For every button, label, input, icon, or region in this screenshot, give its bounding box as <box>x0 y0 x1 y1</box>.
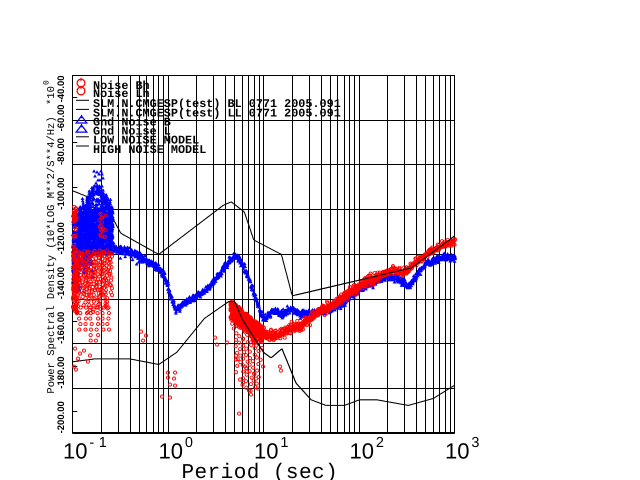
svg-text:Noise Bh: Noise Bh <box>93 79 150 93</box>
svg-text:2: 2 <box>376 435 389 451</box>
svg-text:-60.00: -60.00 <box>56 104 67 131</box>
svg-text:-160.00: -160.00 <box>56 312 67 344</box>
svg-text:Noise Lh: Noise Lh <box>93 87 150 101</box>
svg-text:-100.00: -100.00 <box>56 177 67 209</box>
svg-text:*10: *10 <box>46 86 58 105</box>
svg-text:LOW NOISE MODEL: LOW NOISE MODEL <box>93 134 199 148</box>
svg-text:SLM.N.CMGESP(test) BL 0771 200: SLM.N.CMGESP(test) BL 0771 2005.091 <box>93 97 341 111</box>
svg-text:0: 0 <box>185 435 198 451</box>
svg-text:1: 1 <box>280 435 293 451</box>
svg-text:-40.00: -40.00 <box>56 75 67 102</box>
svg-text:Gnd Noise L: Gnd Noise L <box>93 125 171 139</box>
svg-text:-120.00: -120.00 <box>56 222 67 254</box>
svg-text:0: 0 <box>43 80 52 85</box>
svg-text:-180.00: -180.00 <box>56 356 67 388</box>
svg-text:-80.00: -80.00 <box>56 138 67 165</box>
svg-text:10: 10 <box>63 439 87 464</box>
svg-text:-1: -1 <box>89 435 111 451</box>
svg-text:HIGH NOISE MODEL: HIGH NOISE MODEL <box>93 143 206 157</box>
svg-text:10: 10 <box>350 439 374 464</box>
svg-text:-200.00: -200.00 <box>56 401 67 433</box>
svg-text:10: 10 <box>159 439 183 464</box>
svg-text:Power Spectral Density (10*LOG: Power Spectral Density (10*LOG M**2/S**4… <box>46 116 58 393</box>
svg-text:3: 3 <box>471 435 484 451</box>
svg-text:SLM.N.CMGESP(test) LL 0771 200: SLM.N.CMGESP(test) LL 0771 2005.091 <box>93 106 341 120</box>
svg-text:10: 10 <box>254 439 278 464</box>
svg-text:-140.00: -140.00 <box>56 267 67 299</box>
svg-text:10: 10 <box>445 439 469 464</box>
svg-text:Period (sec): Period (sec) <box>182 462 339 480</box>
svg-text:Gnd Noise B: Gnd Noise B <box>93 116 171 130</box>
